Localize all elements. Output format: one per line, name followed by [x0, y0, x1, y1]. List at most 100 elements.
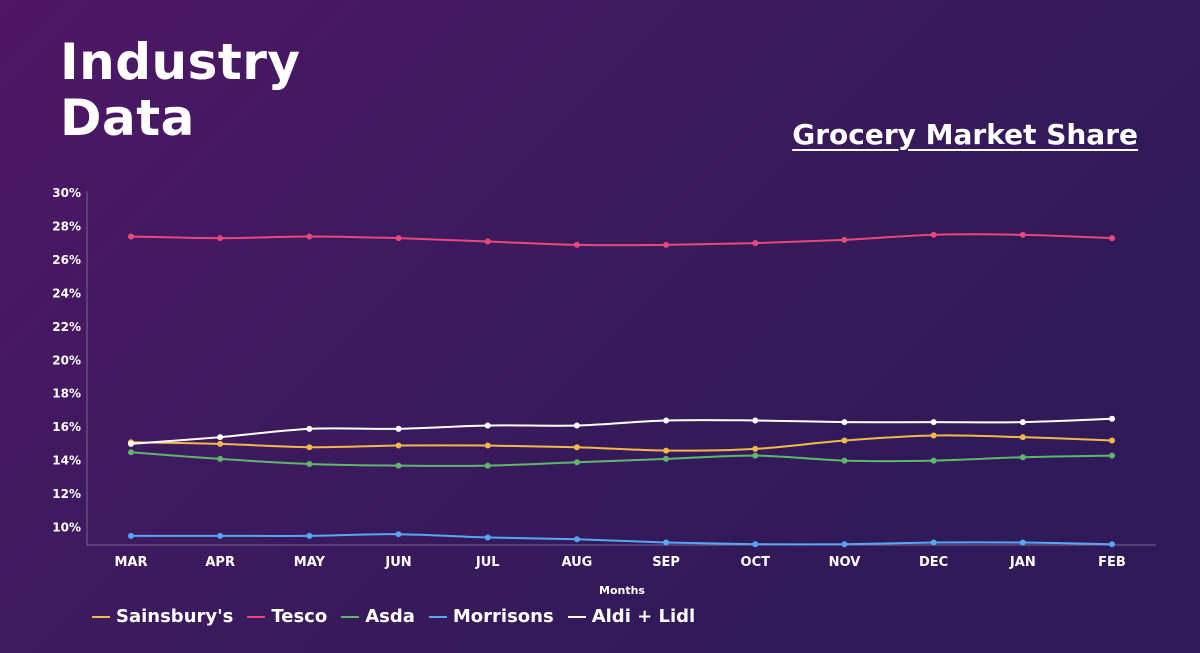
data-point-tesco: [573, 241, 580, 248]
x-tick-label: DEC: [919, 555, 948, 570]
y-tick-label: 12%: [52, 487, 81, 501]
data-point-morrisons: [930, 539, 937, 546]
data-point-tesco: [484, 238, 491, 245]
x-tick-label: AUG: [561, 555, 592, 570]
y-tick-label: 14%: [52, 454, 81, 468]
data-point-tesco: [395, 235, 402, 242]
data-point-asda: [395, 462, 402, 469]
data-point-morrisons: [573, 536, 580, 543]
data-point-asda: [930, 457, 937, 464]
series-line-aldi-lidl: [130, 417, 1113, 445]
y-tick-label: 10%: [52, 521, 81, 535]
data-point-sainsbury-s: [573, 444, 580, 451]
legend-swatch: [92, 615, 110, 618]
x-tick-label: JUN: [384, 555, 411, 570]
data-point-sainsbury-s: [484, 442, 491, 449]
data-point-asda: [484, 462, 491, 469]
page-title-line-1: Industry: [60, 33, 301, 91]
data-point-aldi-lidl: [128, 440, 134, 447]
legend-label: Tesco: [271, 606, 328, 627]
data-point-sainsbury-s: [930, 432, 937, 439]
legend-swatch: [341, 615, 360, 618]
data-point-aldi-lidl: [752, 417, 759, 424]
data-point-aldi-lidl: [306, 425, 313, 432]
data-point-tesco: [217, 235, 224, 242]
data-point-asda: [1109, 452, 1115, 459]
data-point-asda: [217, 455, 224, 462]
legend-item-morrisons: Morrisons: [428, 606, 554, 627]
legend-label: Aldi + Lidl: [591, 606, 696, 627]
page-title: Industry Data: [60, 34, 301, 146]
data-point-tesco: [841, 236, 848, 243]
x-tick-label: JUL: [475, 555, 500, 570]
y-tick-label: 24%: [52, 286, 81, 300]
data-point-asda: [1019, 454, 1026, 461]
data-point-tesco: [306, 233, 313, 240]
y-tick-label: 18%: [52, 387, 81, 401]
data-point-asda: [663, 455, 670, 462]
data-point-aldi-lidl: [1019, 419, 1026, 426]
chart-legend: Sainsbury's Tesco Asda Morrisons Aldi + Lidl: [92, 606, 695, 627]
y-tick-label: 28%: [52, 219, 81, 233]
data-point-tesco: [128, 233, 134, 240]
y-tick-label: 20%: [52, 353, 81, 367]
x-tick-label: APR: [205, 555, 235, 570]
data-point-morrisons: [663, 539, 670, 546]
data-point-sainsbury-s: [1019, 434, 1026, 441]
x-tick-label: OCT: [741, 555, 771, 570]
data-point-aldi-lidl: [484, 422, 491, 429]
data-point-aldi-lidl: [395, 425, 402, 432]
series-line-sainsbury-s: [130, 434, 1113, 452]
series-line-asda: [130, 451, 1113, 467]
data-point-tesco: [1019, 231, 1026, 238]
legend-label: Morrisons: [452, 606, 554, 627]
data-point-tesco: [752, 240, 759, 247]
x-tick-label: FEB: [1098, 555, 1126, 570]
data-point-morrisons: [1109, 541, 1115, 548]
legend-swatch: [428, 615, 447, 618]
x-tick-label: MAR: [114, 555, 147, 570]
legend-label: Asda: [365, 606, 415, 627]
data-point-asda: [306, 460, 313, 467]
data-point-morrisons: [217, 532, 224, 539]
data-point-morrisons: [484, 534, 491, 541]
legend-swatch: [247, 615, 266, 618]
legend-label: Sainsbury's: [116, 606, 234, 627]
data-point-asda: [128, 449, 134, 456]
x-tick-label: NOV: [829, 555, 861, 570]
series-line-tesco: [130, 233, 1113, 247]
legend-item-sainsbury-s: Sainsbury's: [92, 606, 233, 627]
data-point-tesco: [663, 241, 670, 248]
data-point-aldi-lidl: [1109, 415, 1115, 422]
data-point-aldi-lidl: [930, 419, 937, 426]
x-tick-label: MAY: [294, 555, 326, 570]
y-tick-label: 16%: [52, 420, 81, 434]
data-point-sainsbury-s: [395, 442, 402, 449]
data-point-sainsbury-s: [841, 437, 848, 444]
legend-swatch: [567, 615, 586, 618]
y-tick-label: 26%: [52, 253, 81, 267]
data-point-sainsbury-s: [306, 444, 313, 451]
data-point-aldi-lidl: [663, 417, 670, 424]
data-point-morrisons: [841, 541, 848, 548]
y-tick-label: 22%: [52, 320, 81, 334]
data-point-sainsbury-s: [663, 447, 670, 454]
data-point-morrisons: [306, 532, 313, 539]
x-tick-label: JAN: [1009, 555, 1036, 570]
data-point-asda: [841, 457, 848, 464]
data-point-aldi-lidl: [841, 419, 848, 426]
data-point-tesco: [930, 231, 937, 238]
data-point-aldi-lidl: [217, 434, 224, 441]
data-point-morrisons: [128, 532, 134, 539]
chart-title: Grocery Market Share: [792, 118, 1138, 151]
data-point-morrisons: [752, 541, 759, 548]
data-point-sainsbury-s: [1109, 437, 1115, 444]
data-point-asda: [573, 459, 580, 466]
legend-item-aldi-lidl: Aldi + Lidl: [567, 606, 696, 627]
data-point-sainsbury-s: [217, 440, 224, 447]
data-point-morrisons: [1019, 539, 1026, 546]
x-tick-label: SEP: [652, 555, 680, 570]
x-axis-title: Months: [599, 584, 645, 597]
legend-item-asda: Asda: [341, 606, 415, 627]
